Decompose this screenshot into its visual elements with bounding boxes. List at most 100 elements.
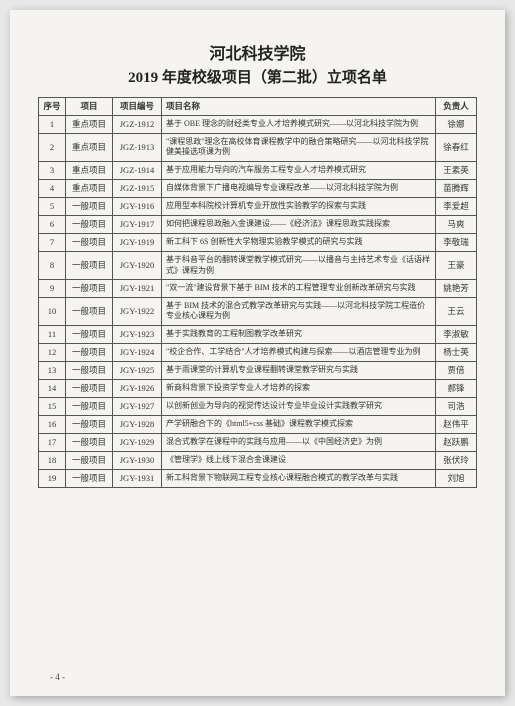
cell-code: JGY-1916 <box>113 197 162 215</box>
cell-code: JGY-1928 <box>113 415 162 433</box>
table-row: 11一般项目JGY-1923基于实践教育的工程制图教学改革研究李淑敏 <box>39 325 477 343</box>
table-row: 8一般项目JGY-1920基于科音平台的翻转课堂教学模式研究——以播音与主持艺术… <box>39 252 477 280</box>
cell-seq: 15 <box>39 397 66 415</box>
cell-code: JGY-1921 <box>113 279 162 297</box>
table-row: 7一般项目JGY-1919新工科下 6S 创新性大学物理实验教学模式的研究与实践… <box>39 234 477 252</box>
doc-title: 2019 年度校级项目（第二批）立项名单 <box>38 66 477 87</box>
cell-code: JGY-1926 <box>113 379 162 397</box>
cell-proj: 重点项目 <box>66 161 113 179</box>
cell-owner: 李敬瑞 <box>436 234 477 252</box>
table-row: 5一般项目JGY-1916应用型本科院校计算机专业开放性实验教学的探索与实践李爱… <box>39 197 477 215</box>
table-row: 1重点项目JGZ-1912基于 OBE 理念的财经类专业人才培养模式研究——以河… <box>39 116 477 134</box>
title-block: 河北科技学院 2019 年度校级项目（第二批）立项名单 <box>38 40 477 87</box>
table-row: 2重点项目JGZ-1913"课程思政"理念在高校体育课程教学中的融合策略研究——… <box>39 134 477 162</box>
cell-name: 基于雨课堂的计算机专业课程翻转课堂教学研究与实践 <box>162 361 436 379</box>
table-row: 16一般项目JGY-1928产学研融合下的《html5+css 基础》课程教学模… <box>39 415 477 433</box>
cell-code: JGY-1930 <box>113 452 162 470</box>
table-header-row: 序号 项目 项目编号 项目名称 负责人 <box>39 98 477 116</box>
cell-proj: 一般项目 <box>66 234 113 252</box>
cell-proj: 一般项目 <box>66 415 113 433</box>
cell-owner: 姚艳芳 <box>436 279 477 297</box>
cell-proj: 一般项目 <box>66 470 113 488</box>
cell-seq: 2 <box>39 134 66 162</box>
cell-seq: 8 <box>39 252 66 280</box>
cell-proj: 一般项目 <box>66 397 113 415</box>
cell-code: JGY-1923 <box>113 325 162 343</box>
cell-owner: 李淑敏 <box>436 325 477 343</box>
cell-name: 应用型本科院校计算机专业开放性实验教学的探索与实践 <box>162 197 436 215</box>
cell-name: 基于实践教育的工程制图教学改革研究 <box>162 325 436 343</box>
cell-owner: 司浩 <box>436 397 477 415</box>
cell-code: JGY-1931 <box>113 470 162 488</box>
table-row: 15一般项目JGY-1927以创新创业为导向的视觉传达设计专业毕业设计实践教学研… <box>39 397 477 415</box>
cell-code: JGY-1929 <box>113 434 162 452</box>
cell-owner: 徐春红 <box>436 134 477 162</box>
cell-name: 基于应用能力导向的汽车服务工程专业人才培养模式研究 <box>162 161 436 179</box>
cell-name: 混合式教学在课程中的实践与应用——以《中国经济史》为例 <box>162 434 436 452</box>
cell-name: 自媒体背景下广播电视编导专业课程改革——以河北科技学院为例 <box>162 179 436 197</box>
cell-name: 基于 OBE 理念的财经类专业人才培养模式研究——以河北科技学院为例 <box>162 116 436 134</box>
cell-code: JGZ-1912 <box>113 116 162 134</box>
cell-code: JGZ-1915 <box>113 179 162 197</box>
table-row: 13一般项目JGY-1925基于雨课堂的计算机专业课程翻转课堂教学研究与实践贾倍 <box>39 361 477 379</box>
cell-name: "课程思政"理念在高校体育课程教学中的融合策略研究——以河北科技学院健美操选项课… <box>162 134 436 162</box>
table-row: 10一般项目JGY-1922基于 BIM 技术的混合式教学改革研究与实践——以河… <box>39 297 477 325</box>
cell-name: 以创新创业为导向的视觉传达设计专业毕业设计实践教学研究 <box>162 397 436 415</box>
table-body: 1 重点项目 JGZ-1912基于 OBE 理念的财经类专业人才培养模式研究——以河… <box>39 116 477 488</box>
table-row: 3重点项目JGZ-1914基于应用能力导向的汽车服务工程专业人才培养模式研究王素… <box>39 161 477 179</box>
cell-proj: 一般项目 <box>66 297 113 325</box>
cell-proj: 一般项目 <box>66 379 113 397</box>
cell-code: JGY-1927 <box>113 397 162 415</box>
cell-proj: 重点项目 <box>66 179 113 197</box>
col-owner-header: 负责人 <box>436 98 477 116</box>
cell-code: JGY-1922 <box>113 297 162 325</box>
page-number: - 4 - <box>50 672 65 682</box>
table-row: 18一般项目JGY-1930《管理学》线上线下混合金课建设张伏玲 <box>39 452 477 470</box>
table-row: 17一般项目JGY-1929混合式教学在课程中的实践与应用——以《中国经济史》为… <box>39 434 477 452</box>
cell-owner: 王云 <box>436 297 477 325</box>
cell-owner: 赵跃鹏 <box>436 434 477 452</box>
cell-seq: 11 <box>39 325 66 343</box>
cell-seq: 1 <box>39 116 66 134</box>
cell-owner: 郝锋 <box>436 379 477 397</box>
cell-proj: 一般项目 <box>66 216 113 234</box>
cell-code: JGY-1924 <box>113 343 162 361</box>
cell-seq: 19 <box>39 470 66 488</box>
col-proj-header: 项目 <box>66 98 113 116</box>
cell-owner: 杨士英 <box>436 343 477 361</box>
cell-owner: 赵伟平 <box>436 415 477 433</box>
cell-seq: 7 <box>39 234 66 252</box>
table-row: 4重点项目JGZ-1915自媒体背景下广播电视编导专业课程改革——以河北科技学院… <box>39 179 477 197</box>
cell-seq: 17 <box>39 434 66 452</box>
cell-name: 如何把课程思政融入金课建设——《经济法》课程思政实践探索 <box>162 216 436 234</box>
cell-seq: 9 <box>39 279 66 297</box>
table-row: 6一般项目JGY-1917如何把课程思政融入金课建设——《经济法》课程思政实践探… <box>39 216 477 234</box>
cell-owner: 王豪 <box>436 252 477 280</box>
project-table: 序号 项目 项目编号 项目名称 负责人 1 重点项目 JGZ-1912基于 OBE … <box>38 97 477 488</box>
cell-proj: 一般项目 <box>66 343 113 361</box>
table-row: 14一般项目JGY-1926新商科背景下投资学专业人才培养的探索郝锋 <box>39 379 477 397</box>
table-row: 19一般项目JGY-1931新工科背景下物联网工程专业核心课程融合模式的教学改革… <box>39 470 477 488</box>
cell-name: 基于科音平台的翻转课堂教学模式研究——以播音与主持艺术专业《话语样式》课程为例 <box>162 252 436 280</box>
cell-name: 新工科下 6S 创新性大学物理实验教学模式的研究与实践 <box>162 234 436 252</box>
col-seq-header: 序号 <box>39 98 66 116</box>
document-page: 河北科技学院 2019 年度校级项目（第二批）立项名单 序号 项目 项目编号 项… <box>10 10 505 696</box>
cell-owner: 张伏玲 <box>436 452 477 470</box>
cell-name: 新工科背景下物联网工程专业核心课程融合模式的教学改革与实践 <box>162 470 436 488</box>
cell-code: JGY-1920 <box>113 252 162 280</box>
table-row: 12一般项目JGY-1924"校企合作、工学结合"人才培养模式构建与探索——以酒… <box>39 343 477 361</box>
cell-proj: 一般项目 <box>66 361 113 379</box>
cell-seq: 13 <box>39 361 66 379</box>
col-name-header: 项目名称 <box>162 98 436 116</box>
cell-proj: 一般项目 <box>66 452 113 470</box>
cell-owner: 刘旭 <box>436 470 477 488</box>
cell-proj: 一般项目 <box>66 197 113 215</box>
cell-code: JGY-1925 <box>113 361 162 379</box>
cell-seq: 4 <box>39 179 66 197</box>
cell-seq: 5 <box>39 197 66 215</box>
cell-proj: 一般项目 <box>66 279 113 297</box>
col-code-header: 项目编号 <box>113 98 162 116</box>
cell-proj: 一般项目 <box>66 252 113 280</box>
cell-seq: 18 <box>39 452 66 470</box>
table-row: 9一般项目JGY-1921"双一流"建设背景下基于 BIM 技术的工程管理专业创… <box>39 279 477 297</box>
